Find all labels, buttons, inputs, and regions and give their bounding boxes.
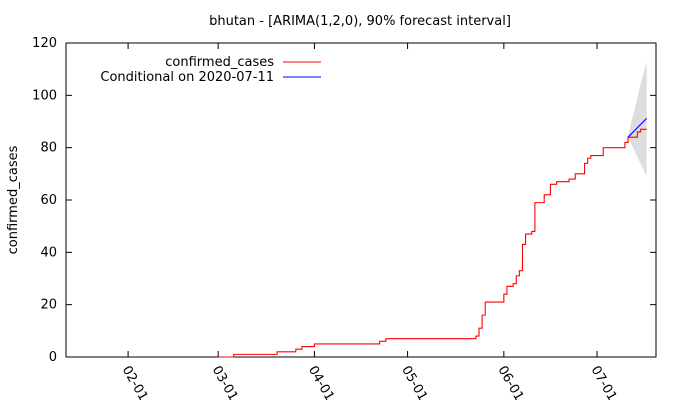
series-line-confirmed-cases	[218, 128, 647, 358]
y-axis-label: confirmed_cases	[6, 145, 21, 254]
y-tick-label: 40	[40, 245, 57, 260]
y-tick-label: 0	[49, 350, 57, 365]
legend-label: confirmed_cases	[165, 55, 274, 70]
x-tick-label: 03-01	[209, 364, 241, 400]
y-tick-label: 80	[40, 141, 57, 156]
y-tick-label: 20	[40, 298, 57, 313]
plot-frame	[65, 42, 657, 358]
chart-title: bhutan - [ARIMA(1,2,0), 90% forecast int…	[209, 14, 511, 29]
plot-area: 0 20 40 60 80 100 120 02-01 03-01 04-01 05-01 06-01…	[32, 36, 657, 400]
x-tick-label: 07-01	[588, 364, 620, 400]
y-tick-label: 120	[32, 36, 57, 51]
legend-label: Conditional on 2020-07-11	[100, 70, 274, 85]
forecast-interval-band	[628, 61, 647, 177]
series-line-forecast	[627, 117, 648, 138]
y-tick-label: 100	[32, 88, 57, 103]
x-tick-label: 04-01	[305, 364, 337, 400]
x-tick-label: 06-01	[494, 364, 526, 400]
x-tick-label: 05-01	[398, 364, 430, 400]
y-tick-label: 60	[40, 193, 57, 208]
x-tick-label: 02-01	[119, 364, 151, 400]
